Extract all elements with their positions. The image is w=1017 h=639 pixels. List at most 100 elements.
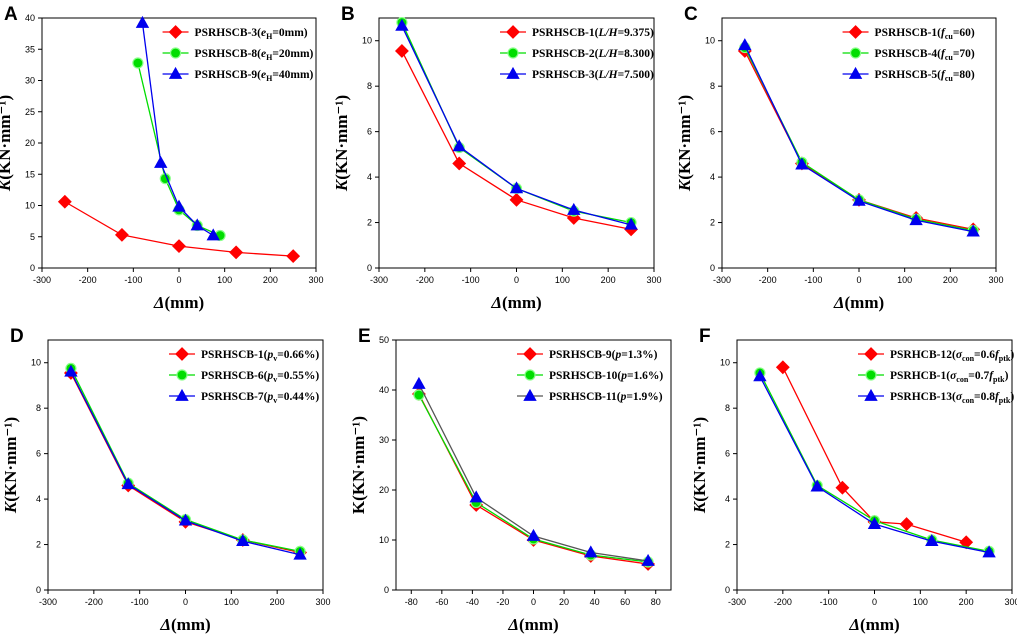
- data-point: [899, 517, 914, 532]
- legend-marker: [175, 347, 189, 361]
- legend-var: σ: [956, 391, 963, 403]
- x-axis-title: Δ(mm): [153, 293, 204, 312]
- legend-text-part: PSRHSCB-1(: [201, 349, 268, 361]
- legend-text-part: PSRHSCB-3(: [532, 69, 599, 81]
- x-axis-var: Δ: [153, 293, 165, 312]
- legend-var: f: [989, 370, 994, 382]
- y-axis-title: K(KN·mm⁻¹): [349, 416, 368, 514]
- data-point: [852, 193, 866, 206]
- legend-text-part: PSRHSCB-4(: [875, 48, 942, 60]
- data-point: [624, 217, 638, 230]
- y-tick-label: 0: [384, 585, 389, 595]
- y-tick-label: 30: [379, 435, 389, 445]
- series-3: [412, 376, 655, 566]
- legend-label: PSRHSCB-8(eH=20mm): [195, 48, 314, 62]
- legend-text-part: PSRHSCB-1(: [875, 27, 942, 39]
- data-point: [810, 479, 824, 492]
- y-tick-label: 25: [25, 107, 35, 117]
- legend-label: PSRHSCB-4(fcu=70): [875, 48, 975, 62]
- legend-text-part: =0.55%): [277, 370, 319, 382]
- data-point: [469, 490, 483, 503]
- series-3: [738, 38, 980, 237]
- legend-text-part: =1.6%): [627, 370, 663, 382]
- legend-var: f: [941, 27, 946, 39]
- data-point: [132, 57, 144, 69]
- y-axis-unit: (KN·mm⁻¹): [0, 95, 14, 180]
- x-tick-label: -40: [466, 597, 479, 607]
- y-tick-label: 10: [379, 535, 389, 545]
- legend-text-part: PSRHCB-1(: [890, 370, 950, 382]
- data-point: [753, 369, 767, 382]
- legend-sub: v: [273, 396, 277, 405]
- legend-var: L/H: [597, 48, 618, 60]
- x-axis-title: Δ(mm): [490, 293, 541, 312]
- legend-text-part: PSRHSCB-11(: [549, 391, 621, 403]
- legend-text-part: PSRHSCB-5(: [875, 69, 942, 81]
- data-point: [795, 157, 809, 170]
- legend-item: PSRHSCB-1(L/H=9.375): [500, 25, 654, 39]
- legend-var: p: [620, 370, 627, 382]
- x-tick-label: -300: [39, 597, 57, 607]
- panel-label: F: [699, 326, 711, 347]
- data-point: [867, 516, 882, 529]
- legend-marker: [168, 25, 183, 39]
- y-tick-label: 0: [36, 585, 41, 595]
- y-axis-var: K: [0, 178, 14, 192]
- data-point: [909, 213, 923, 226]
- legend-text-part: PSRHSCB-10(: [549, 370, 621, 382]
- x-axis-title: Δ(mm): [833, 293, 884, 312]
- data-point: [206, 228, 220, 241]
- y-tick-label: 8: [367, 81, 372, 91]
- legend-sub: v: [273, 375, 277, 384]
- legend-label: PSRHSCB-1(pv=0.66%): [201, 349, 319, 363]
- x-tick-label: 100: [224, 597, 239, 607]
- data-point: [135, 15, 150, 28]
- x-tick-label: -200: [79, 275, 97, 285]
- x-axis-var: Δ: [507, 615, 519, 634]
- panel-label: A: [4, 4, 18, 25]
- legend-var: σ: [956, 349, 963, 361]
- y-tick-label: 50: [379, 335, 389, 345]
- legend-label: PSRHSCB-6(pv=0.55%): [201, 370, 319, 384]
- x-axis-unit: (mm): [502, 293, 542, 312]
- legend-sub: H: [266, 32, 273, 41]
- y-tick-label: 40: [25, 13, 35, 23]
- legend-text-part: =0.44%): [277, 391, 319, 403]
- legend-text-part: PSRHSCB-6(: [201, 370, 268, 382]
- data-point: [236, 534, 250, 546]
- y-axis-unit: (KN·mm⁻¹): [332, 95, 351, 180]
- x-tick-label: -100: [131, 597, 149, 607]
- panel-label: C: [684, 4, 698, 25]
- legend-marker: [176, 369, 188, 381]
- y-axis-var: K: [332, 178, 351, 192]
- legend-text-part: PSRHSCB-2(: [532, 48, 599, 60]
- y-axis-title: K(KN·mm⁻¹): [675, 95, 694, 192]
- legend-label: PSRHSCB-9(eH=40mm): [195, 69, 314, 83]
- data-point: [452, 139, 466, 152]
- data-point: [412, 376, 426, 389]
- legend-label: PSRHSCB-1(L/H=9.375): [532, 27, 654, 39]
- data-point: [641, 553, 655, 566]
- y-tick-label: 6: [367, 127, 372, 137]
- x-tick-label: -80: [405, 597, 418, 607]
- legend-sub: cu: [945, 74, 954, 83]
- legend-item: PSRHSCB-9(eH=40mm): [162, 66, 314, 83]
- x-tick-label: -300: [728, 597, 746, 607]
- legend-text-part: PSRHSCB-9(: [195, 69, 262, 81]
- legend-text-part: =20mm): [272, 48, 313, 60]
- y-tick-label: 8: [36, 403, 41, 413]
- legend-label: PSRHSCB-3(eH=0mm): [195, 27, 308, 41]
- legend-item: PSRHSCB-5(fcu=80): [842, 66, 975, 83]
- y-tick-label: 0: [725, 585, 730, 595]
- legend-sub: v: [273, 354, 277, 363]
- legend-var: e: [261, 27, 266, 39]
- legend-text-part: ): [1005, 370, 1009, 382]
- legend-item: PSRHSCB-7(pv=0.44%): [169, 388, 319, 405]
- x-tick-label: 0: [176, 275, 181, 285]
- series-3: [135, 15, 220, 241]
- x-tick-label: 200: [601, 275, 616, 285]
- legend-marker: [168, 66, 183, 79]
- legend-item: PSRHSCB-9(p=1.3%): [517, 347, 658, 361]
- x-tick-label: -200: [774, 597, 792, 607]
- chart-panel-d: D -300 -200 -100 0 100 200 300 0 2 4 6 8 10 Δ(mm) K(KN·…: [1, 326, 331, 634]
